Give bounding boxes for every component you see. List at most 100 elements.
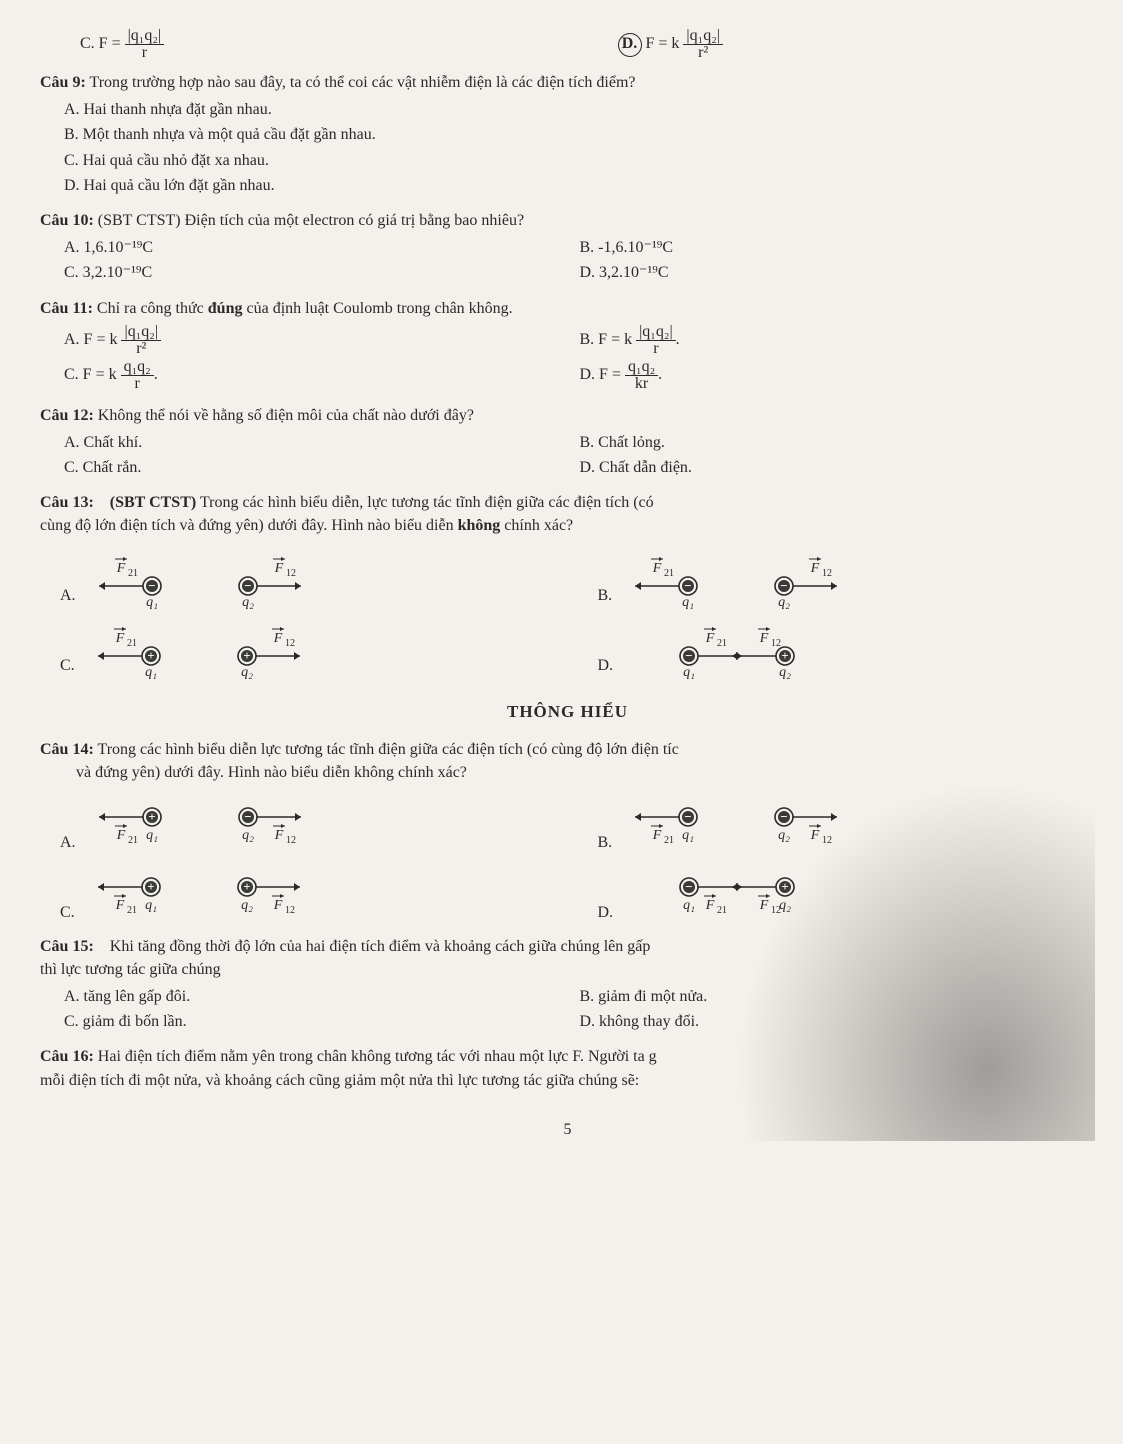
fraction: |q₁q₂| r: [125, 28, 165, 61]
svg-text:q₁: q₁: [682, 828, 694, 843]
svg-text:F: F: [759, 898, 769, 913]
opt-A: A. Chất khí.: [64, 431, 580, 454]
svg-text:q₂: q₂: [779, 898, 791, 913]
q-stem2: cùng độ lớn điện tích và đứng yên) dưới …: [40, 517, 573, 534]
opt-D: D. Hai quả cầu lớn đặt gần nhau.: [64, 174, 1095, 197]
opt-C: C. Hai quả cầu nhỏ đặt xa nhau.: [64, 149, 1095, 172]
question-14: Câu 14: Trong các hình biểu diễn lực tươ…: [40, 738, 1095, 784]
svg-text:q₁: q₁: [682, 595, 694, 610]
q-stem2: mỗi điện tích đi một nửa, và khoảng cách…: [40, 1072, 639, 1089]
opt-C: C. F = k q₁q₂r.: [64, 359, 580, 392]
svg-text:F: F: [273, 561, 283, 576]
opt-B: B. giảm đi một nửa.: [580, 985, 1096, 1008]
q-label: Câu 15:: [40, 938, 94, 955]
opt-A: A. Hai thanh nhựa đặt gần nhau.: [64, 98, 1095, 121]
optD-top: D. F = k |q₁q₂| r²: [618, 28, 1096, 61]
svg-text:F: F: [810, 561, 820, 576]
q-label: Câu 13:: [40, 494, 94, 511]
svg-text:12: 12: [771, 638, 781, 649]
opt-A: A. 1,6.10⁻¹⁹C: [64, 236, 580, 259]
opt-B: B. Chất lỏng.: [580, 431, 1096, 454]
svg-text:q₂: q₂: [242, 595, 254, 610]
optC-top: C. F = |q₁q₂| r: [80, 28, 558, 61]
q-stem: Hai điện tích điểm nằm yên trong chân kh…: [98, 1048, 657, 1065]
q13-C: C.F21F12+q₁+q₂: [60, 622, 558, 678]
opt-text: F = k: [646, 35, 684, 52]
svg-text:+: +: [148, 809, 155, 824]
svg-text:+: +: [243, 648, 250, 663]
svg-text:12: 12: [286, 568, 296, 579]
q-stem: Chỉ ra công thức đúng của định luật Coul…: [97, 300, 513, 317]
q-stem2: và đứng yên) dưới đây. Hình nào biểu diễ…: [76, 764, 467, 781]
svg-text:q₁: q₁: [146, 595, 158, 610]
svg-text:q₁: q₁: [145, 898, 157, 913]
svg-text:+: +: [781, 648, 788, 663]
q-stem: Trong trường hợp nào sau đây, ta có thể …: [90, 74, 636, 91]
q-label: Câu 11:: [40, 300, 93, 317]
svg-text:−: −: [685, 879, 692, 894]
opt-C: C. giảm đi bốn lần.: [64, 1010, 580, 1033]
svg-text:−: −: [244, 578, 251, 593]
opt-D: D. 3,2.10⁻¹⁹C: [580, 261, 1096, 284]
svg-text:21: 21: [717, 905, 727, 916]
svg-text:F: F: [705, 631, 715, 646]
q14-D: D.F21F12−q₁+q₂: [598, 869, 1096, 925]
q14-A: A.F21F12+q₁−q₂: [60, 799, 558, 855]
q-stem: Khi tăng đồng thời độ lớn của hai điện t…: [98, 938, 651, 955]
question-10: Câu 10: (SBT CTST) Điện tích của một ele…: [40, 209, 1095, 287]
opt-B: B. F = k |q₁q₂|r.: [580, 324, 1096, 357]
opt-A: A. F = k |q₁q₂|r²: [64, 324, 580, 357]
question-11: Câu 11: Chỉ ra công thức đúng của định l…: [40, 297, 1095, 394]
q14-C: C.F21F12+q₁+q₂: [60, 869, 558, 925]
opt-text: C. F =: [80, 35, 125, 52]
svg-text:12: 12: [822, 568, 832, 579]
svg-text:F: F: [759, 631, 769, 646]
section-heading: THÔNG HIỂU: [40, 700, 1095, 725]
svg-text:q₁: q₁: [146, 828, 158, 843]
svg-text:−: −: [780, 809, 787, 824]
svg-text:F: F: [273, 828, 283, 843]
q-label: Câu 10:: [40, 212, 94, 229]
svg-text:F: F: [115, 561, 125, 576]
q13-D: D.F21F12−q₁+q₂: [598, 622, 1096, 678]
svg-text:F: F: [705, 898, 715, 913]
svg-text:21: 21: [128, 568, 138, 579]
svg-text:+: +: [243, 879, 250, 894]
svg-text:21: 21: [127, 638, 137, 649]
svg-text:−: −: [148, 578, 155, 593]
question-16: Câu 16: Hai điện tích điểm nằm yên trong…: [40, 1045, 1095, 1091]
svg-text:−: −: [685, 648, 692, 663]
svg-text:F: F: [272, 898, 282, 913]
q13-B: B.F21F12−q₁−q₂: [598, 552, 1096, 608]
svg-text:F: F: [272, 631, 282, 646]
svg-text:F: F: [115, 828, 125, 843]
q-label: Câu 9:: [40, 74, 86, 91]
question-15: Câu 15: Khi tăng đồng thời độ lớn của ha…: [40, 935, 1095, 1036]
svg-text:q₂: q₂: [779, 665, 791, 680]
svg-text:12: 12: [285, 638, 295, 649]
question-12: Câu 12: Không thể nói về hằng số điện mô…: [40, 404, 1095, 482]
svg-text:q₂: q₂: [778, 828, 790, 843]
svg-text:F: F: [810, 828, 820, 843]
svg-text:12: 12: [286, 835, 296, 846]
q13-A: A.F21F12−q₁−q₂: [60, 552, 558, 608]
page-number: 5: [40, 1118, 1095, 1141]
opt-D: D. F = q₁q₂kr.: [580, 359, 1096, 392]
svg-text:q₂: q₂: [778, 595, 790, 610]
svg-text:q₂: q₂: [242, 828, 254, 843]
opt-D: D. không thay đổi.: [580, 1010, 1096, 1033]
q-stem: (SBT CTST) Điện tích của một electron có…: [98, 212, 524, 229]
svg-text:q₂: q₂: [241, 898, 253, 913]
q-label: Câu 14:: [40, 741, 94, 758]
svg-text:q₂: q₂: [241, 665, 253, 680]
opt-C: C. Chất rắn.: [64, 456, 580, 479]
svg-text:21: 21: [664, 835, 674, 846]
q-stem2: thì lực tương tác giữa chúng: [40, 961, 221, 978]
opt-A: A. tăng lên gấp đôi.: [64, 985, 580, 1008]
circled-D: D.: [618, 33, 642, 57]
svg-text:F: F: [652, 561, 662, 576]
q14-B: B.F21F12−q₁−q₂: [598, 799, 1096, 855]
svg-text:+: +: [147, 648, 154, 663]
svg-text:12: 12: [285, 905, 295, 916]
svg-text:21: 21: [664, 568, 674, 579]
